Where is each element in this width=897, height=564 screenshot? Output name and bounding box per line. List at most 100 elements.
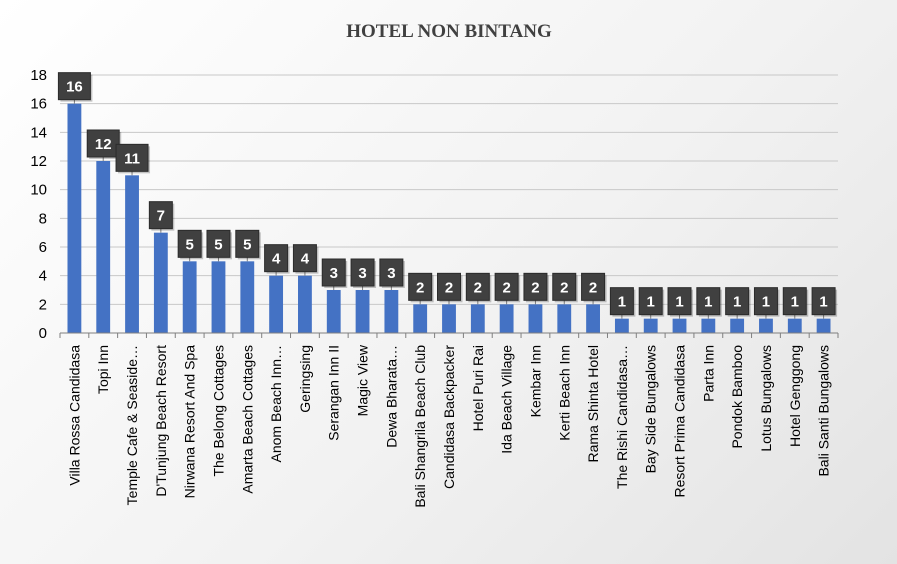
data-label-text: 2 bbox=[589, 279, 597, 296]
data-label-box bbox=[696, 287, 721, 316]
y-tick-label: 14 bbox=[30, 124, 47, 141]
data-label-box bbox=[206, 229, 231, 258]
data-label: 3 bbox=[350, 258, 377, 290]
bar bbox=[787, 318, 802, 333]
bar bbox=[730, 318, 745, 333]
x-tick-label: Magic View bbox=[355, 344, 371, 416]
bar bbox=[442, 304, 456, 333]
bar bbox=[384, 290, 399, 333]
x-tick-label: Amarta Beach Cottages bbox=[239, 345, 255, 494]
bar bbox=[816, 318, 831, 333]
bar bbox=[614, 318, 629, 333]
y-tick-label: 4 bbox=[39, 268, 47, 285]
x-tick-label: Nirwana Resort And Spa bbox=[182, 345, 198, 499]
gridlines bbox=[60, 74, 838, 305]
data-label-box bbox=[753, 287, 778, 316]
data-label: 1 bbox=[811, 287, 838, 319]
bar bbox=[240, 261, 255, 333]
data-label: 1 bbox=[609, 287, 636, 319]
data-label: 1 bbox=[667, 287, 694, 319]
bar bbox=[182, 261, 197, 333]
data-label: 1 bbox=[782, 287, 809, 319]
data-label-box bbox=[350, 258, 375, 287]
y-tick-label: 2 bbox=[39, 296, 47, 313]
data-label-box bbox=[609, 287, 634, 316]
data-label: 16 bbox=[57, 72, 93, 104]
bar bbox=[470, 304, 485, 333]
data-label-text: 1 bbox=[733, 294, 741, 311]
data-label-text: 7 bbox=[157, 208, 165, 225]
y-tick-label: 18 bbox=[30, 67, 47, 84]
x-tick-label: Ida Beach Village bbox=[499, 345, 515, 454]
bar bbox=[586, 304, 600, 333]
data-label-box bbox=[115, 143, 149, 172]
bar bbox=[701, 318, 716, 333]
data-label-box bbox=[811, 287, 836, 316]
data-label-box bbox=[321, 258, 346, 287]
x-tick-label: The Rishi Candidasa… bbox=[614, 345, 630, 489]
y-tick-labels: 0 2 4 6 8 10 12 14 16 18 bbox=[30, 67, 47, 342]
x-tick-label: Bali Santi Bungalows bbox=[816, 345, 832, 477]
chart-title: HOTEL NON BINTANG bbox=[346, 21, 552, 42]
data-label-text: 1 bbox=[704, 294, 712, 311]
data-label-text: 1 bbox=[647, 294, 655, 311]
data-label-box bbox=[552, 272, 577, 301]
data-label-text: 1 bbox=[819, 294, 827, 311]
x-tick-label: Resort Prima Candidasa bbox=[672, 345, 688, 498]
data-label-box bbox=[408, 272, 433, 301]
x-tick-label: Parta Inn bbox=[700, 345, 716, 402]
bar bbox=[269, 275, 284, 333]
data-label: 4 bbox=[264, 244, 290, 276]
data-label-text: 2 bbox=[416, 279, 424, 296]
data-label-box bbox=[264, 244, 289, 273]
data-label: 2 bbox=[581, 272, 607, 305]
x-tick-label: Topi Inn bbox=[95, 345, 111, 394]
x-tick-label: Anom Beach Inn… bbox=[268, 345, 284, 463]
data-label-text: 2 bbox=[560, 279, 568, 296]
data-label-text: 1 bbox=[791, 294, 799, 311]
bar bbox=[298, 275, 312, 333]
data-label: 1 bbox=[696, 287, 722, 319]
data-label-box bbox=[782, 287, 807, 316]
data-label-box bbox=[57, 72, 91, 101]
data-label-box bbox=[148, 201, 173, 230]
bar bbox=[499, 304, 514, 333]
data-label-text: 16 bbox=[66, 79, 83, 96]
data-label: 2 bbox=[408, 272, 434, 305]
y-tick-label: 6 bbox=[39, 239, 47, 256]
data-label: 2 bbox=[437, 272, 463, 305]
data-label: 4 bbox=[292, 244, 319, 276]
data-label: 5 bbox=[235, 229, 261, 262]
x-tick-label: Bali Shangrila Beach Club bbox=[412, 345, 428, 508]
bar bbox=[125, 175, 139, 333]
data-label-text: 5 bbox=[185, 236, 193, 253]
bar bbox=[355, 290, 370, 333]
data-label-box bbox=[437, 272, 461, 301]
data-label-text: 12 bbox=[95, 136, 112, 153]
x-tick-label: Serangan Inn II bbox=[326, 345, 342, 441]
x-tick-label: Lotus Bungalows bbox=[758, 345, 774, 452]
data-label-text: 3 bbox=[387, 265, 395, 282]
bar bbox=[759, 318, 773, 333]
y-tick-label: 8 bbox=[39, 210, 47, 227]
bar bbox=[67, 103, 82, 334]
data-label-text: 2 bbox=[531, 279, 539, 296]
x-tick-label: Geringsing bbox=[297, 345, 313, 413]
data-label-box bbox=[494, 272, 519, 301]
data-label-text: 2 bbox=[474, 279, 482, 296]
data-label-box bbox=[235, 229, 260, 258]
data-label: 2 bbox=[523, 272, 549, 305]
y-tick-label: 12 bbox=[30, 153, 47, 170]
data-label: 2 bbox=[552, 272, 578, 305]
data-label-text: 3 bbox=[358, 265, 366, 282]
data-label: 3 bbox=[379, 258, 405, 290]
data-label-box bbox=[292, 244, 317, 273]
y-tick-label: 0 bbox=[39, 325, 47, 342]
x-tick-label: Kembar Inn bbox=[527, 345, 543, 417]
data-label-text: 11 bbox=[124, 150, 140, 167]
x-tick-label: Kerti Beach Inn bbox=[556, 345, 572, 441]
data-label: 1 bbox=[638, 287, 665, 319]
y-tick-label: 16 bbox=[30, 96, 47, 113]
